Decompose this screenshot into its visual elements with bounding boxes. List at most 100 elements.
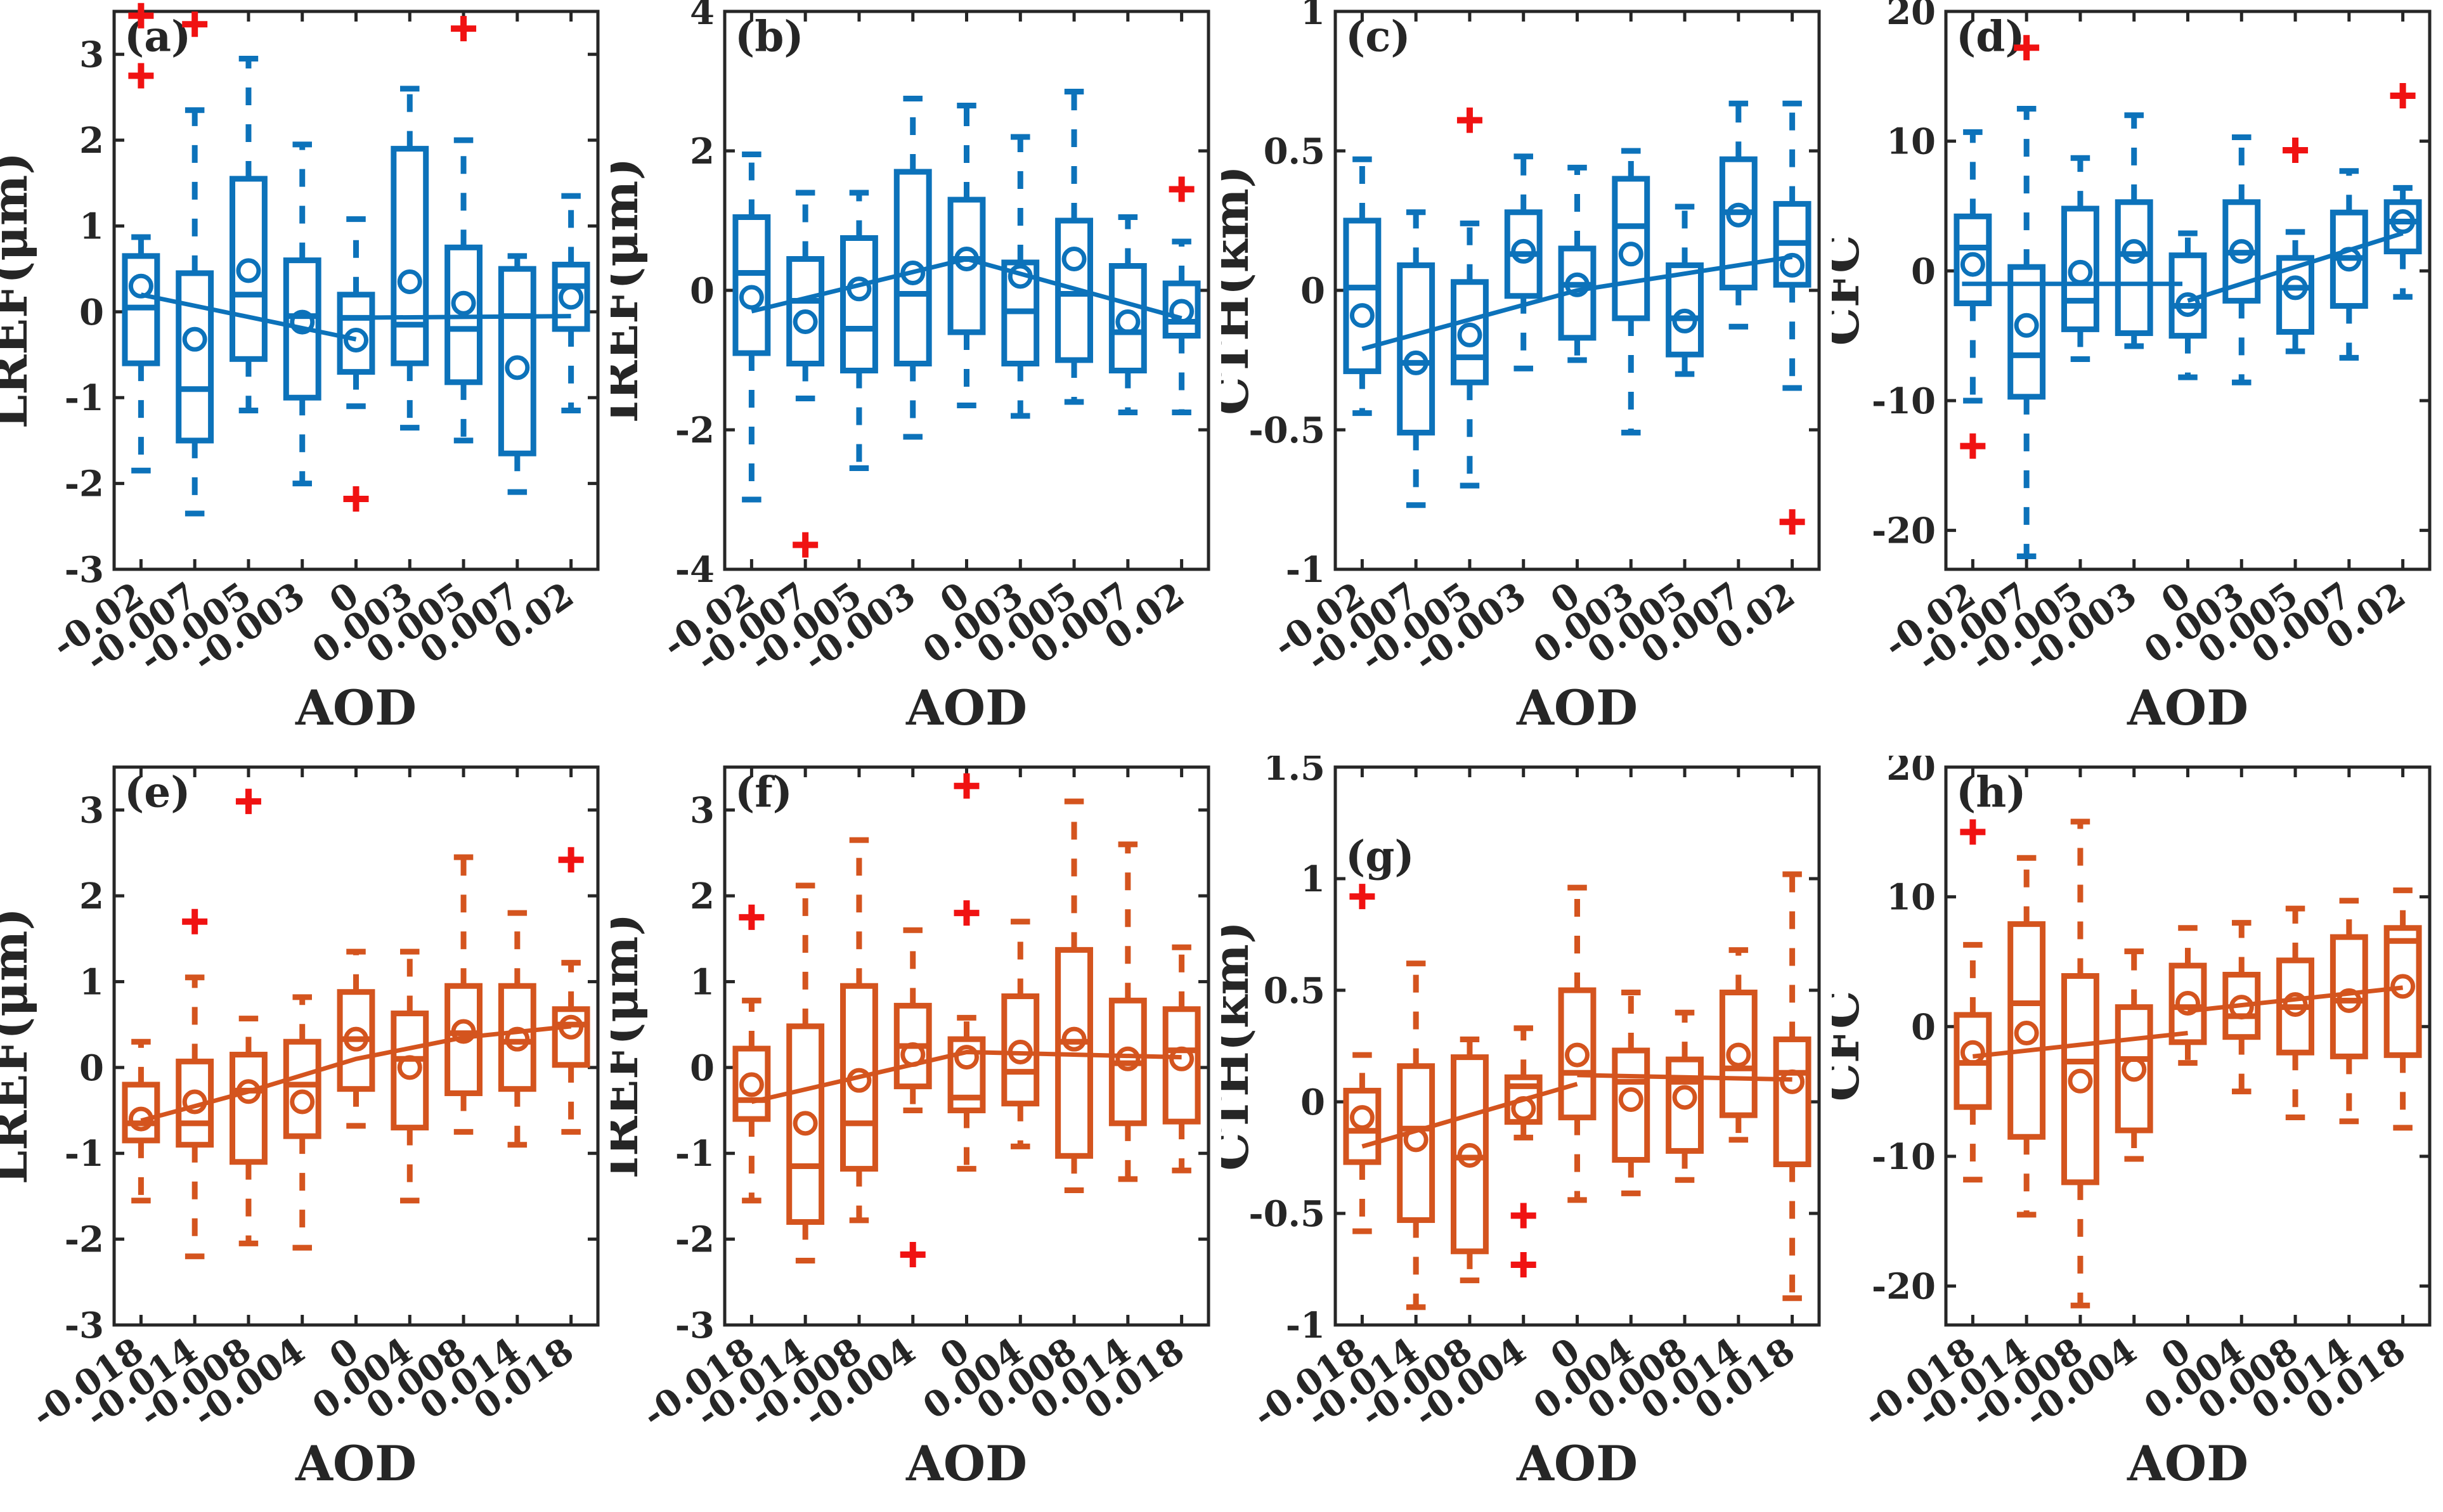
box (840, 983, 878, 1172)
y-tick-label: -2 (65, 463, 104, 505)
box (1451, 1054, 1489, 1255)
x-axis-label: AOD (2127, 680, 2248, 736)
y-tick-label: 0 (79, 292, 104, 333)
trend-line (2187, 985, 2403, 1014)
mean-circle-marker (182, 326, 207, 352)
x-axis-label: AOD (1516, 1435, 1638, 1492)
trend-line (1973, 1031, 2188, 1059)
y-tick-label: 10 (1886, 877, 1936, 919)
mean-circle-marker (739, 285, 764, 310)
mean-circle-marker (1115, 309, 1141, 334)
outlier-plus-marker (954, 773, 980, 799)
y-tick-label: -2 (65, 1219, 104, 1261)
mean-circle-marker (1008, 1039, 1033, 1064)
y-tick-label: -3 (65, 1305, 104, 1347)
box (2115, 1004, 2153, 1134)
box (122, 1082, 160, 1144)
outlier-plus-marker (2283, 137, 2309, 163)
y-tick-label: 20 (1886, 0, 1936, 33)
mean-circle-marker (2336, 247, 2362, 272)
box (2168, 962, 2207, 1045)
y-tick-label: 0 (1300, 270, 1325, 312)
box (337, 292, 375, 375)
mean-circle-marker (290, 309, 315, 335)
panel-g-chart: -1-0.500.511.5-0.018-0.014-0.008-0.004 00… (1221, 756, 1821, 1492)
mean-circle-marker (1565, 1042, 1590, 1068)
trend-line (1577, 1073, 1792, 1082)
y-tick-label: 0 (1911, 1006, 1936, 1048)
box (2007, 921, 2046, 1140)
outlier-plus-marker (1960, 433, 1986, 459)
outlier-plus-marker (900, 1241, 926, 1267)
x-axis-label: AOD (2127, 1435, 2248, 1492)
mean-circle-marker (2336, 988, 2362, 1013)
mean-circle-marker (954, 1045, 979, 1070)
mean-circle-marker (1618, 1087, 1643, 1112)
y-axis-label: LREF(μm) (0, 152, 38, 429)
y-tick-label: -0.5 (1248, 410, 1325, 451)
y-tick-label: 0 (690, 270, 715, 312)
mean-circle-marker (2014, 313, 2039, 338)
y-tick-label: -1 (65, 1133, 104, 1175)
mean-circle-marker (1349, 303, 1375, 328)
box (230, 176, 268, 362)
mean-circle-marker (1169, 299, 1195, 324)
box (1504, 1074, 1543, 1125)
panel-c-chart: -1-0.500.51-0.02-0.007-0.005-0.003 00.003… (1221, 0, 1821, 736)
mean-circle-marker (397, 1055, 422, 1080)
box (1055, 217, 1093, 363)
mean-circle-marker (1780, 1069, 1805, 1094)
box (230, 1052, 268, 1165)
box (1343, 217, 1382, 375)
mean-circle-marker (1115, 1046, 1141, 1071)
x-axis-label: AOD (295, 1435, 417, 1492)
box (176, 270, 214, 444)
mean-circle-marker (2283, 275, 2308, 300)
box (498, 266, 536, 456)
y-axis-label: CTH(km) (1221, 165, 1259, 415)
outlier-plus-marker (343, 486, 369, 512)
y-tick-label: 0 (690, 1047, 715, 1089)
y-tick-label: 1 (690, 961, 715, 1003)
trend-line (1361, 1082, 1578, 1149)
outlier-plus-marker (451, 16, 477, 42)
y-tick-label: 3 (79, 790, 104, 832)
outlier-plus-marker (235, 789, 261, 815)
panel-letter: (d) (1956, 11, 2025, 61)
mean-circle-marker (1672, 1085, 1697, 1110)
y-tick-label: 1 (1300, 858, 1325, 900)
y-tick-label: 2 (79, 120, 104, 162)
outlier-plus-marker (182, 11, 208, 37)
trend-line (751, 1049, 1182, 1104)
trend-line (140, 1024, 571, 1123)
y-tick-label: 2 (690, 131, 715, 172)
x-axis-label: AOD (295, 680, 417, 736)
mean-circle-marker (2229, 995, 2254, 1020)
box (283, 257, 321, 401)
y-tick-label: -1 (1286, 1305, 1325, 1347)
mean-circle-marker (793, 1111, 818, 1136)
panel-letter: (f) (735, 767, 793, 817)
outlier-plus-marker (1510, 1251, 1536, 1277)
y-tick-label: -2 (675, 1219, 715, 1261)
outlier-plus-marker (739, 904, 765, 930)
box (1162, 1006, 1201, 1125)
mean-circle-marker (1061, 1026, 1087, 1052)
mean-circle-marker (397, 269, 422, 294)
y-tick-label: 1 (1300, 0, 1325, 33)
mean-circle-marker (2229, 239, 2254, 264)
panel-letter: (a) (124, 11, 191, 61)
y-tick-label: -20 (1872, 510, 1936, 552)
y-tick-label: 2 (690, 876, 715, 917)
box (1612, 1047, 1650, 1163)
outlier-plus-marker (793, 532, 819, 558)
y-tick-label: -10 (1872, 380, 1936, 422)
y-axis-label: CFC (1832, 991, 1870, 1102)
mean-circle-marker (1565, 272, 1590, 297)
x-axis-label: AOD (905, 680, 1027, 736)
box (947, 1036, 986, 1114)
